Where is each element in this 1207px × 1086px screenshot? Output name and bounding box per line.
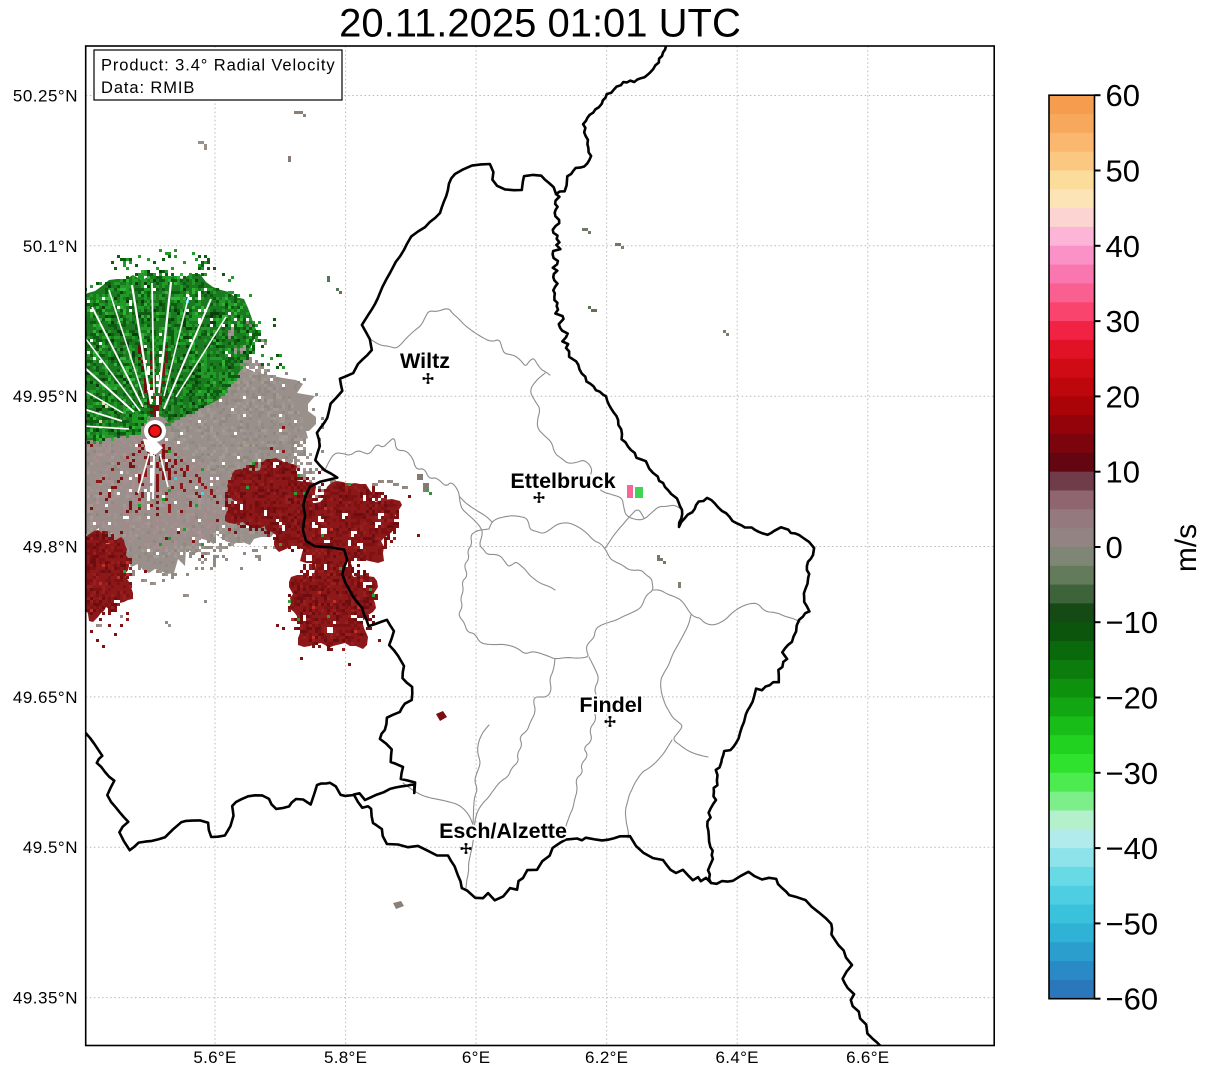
svg-text:5.6°E: 5.6°E: [193, 1048, 236, 1067]
svg-text:Findel: Findel: [579, 693, 642, 717]
svg-text:−10: −10: [1106, 605, 1159, 640]
svg-text:50.1°N: 50.1°N: [23, 237, 78, 256]
svg-text:Product: 3.4° Radial Velocity: Product: 3.4° Radial Velocity: [101, 57, 335, 75]
svg-text:49.8°N: 49.8°N: [23, 538, 78, 557]
svg-text:6.2°E: 6.2°E: [585, 1048, 628, 1067]
svg-text:49.5°N: 49.5°N: [23, 838, 78, 857]
svg-text:−40: −40: [1106, 831, 1159, 866]
svg-text:49.95°N: 49.95°N: [13, 387, 78, 406]
svg-text:5.8°E: 5.8°E: [324, 1048, 367, 1067]
svg-text:−50: −50: [1106, 906, 1159, 941]
svg-text:−20: −20: [1106, 681, 1159, 716]
svg-text:Wiltz: Wiltz: [400, 349, 450, 373]
svg-text:−60: −60: [1106, 982, 1159, 1017]
svg-text:49.65°N: 49.65°N: [13, 688, 78, 707]
svg-text:30: 30: [1106, 304, 1140, 339]
svg-text:Esch/Alzette: Esch/Alzette: [439, 819, 567, 843]
svg-text:6.4°E: 6.4°E: [716, 1048, 759, 1067]
svg-text:m/s: m/s: [1170, 524, 1203, 572]
svg-text:50.25°N: 50.25°N: [13, 87, 78, 106]
svg-text:Ettelbruck: Ettelbruck: [510, 469, 615, 493]
svg-text:20.11.2025 01:01 UTC: 20.11.2025 01:01 UTC: [339, 2, 741, 46]
svg-text:−30: −30: [1106, 756, 1159, 791]
svg-text:20: 20: [1106, 379, 1140, 414]
svg-text:10: 10: [1106, 455, 1140, 490]
svg-text:49.35°N: 49.35°N: [13, 989, 78, 1008]
svg-text:0: 0: [1106, 530, 1123, 565]
svg-text:6°E: 6°E: [462, 1048, 491, 1067]
svg-text:50: 50: [1106, 154, 1140, 189]
svg-text:6.6°E: 6.6°E: [846, 1048, 889, 1067]
svg-text:60: 60: [1106, 78, 1140, 113]
svg-text:40: 40: [1106, 229, 1140, 264]
svg-text:Data: RMIB: Data: RMIB: [101, 79, 195, 97]
